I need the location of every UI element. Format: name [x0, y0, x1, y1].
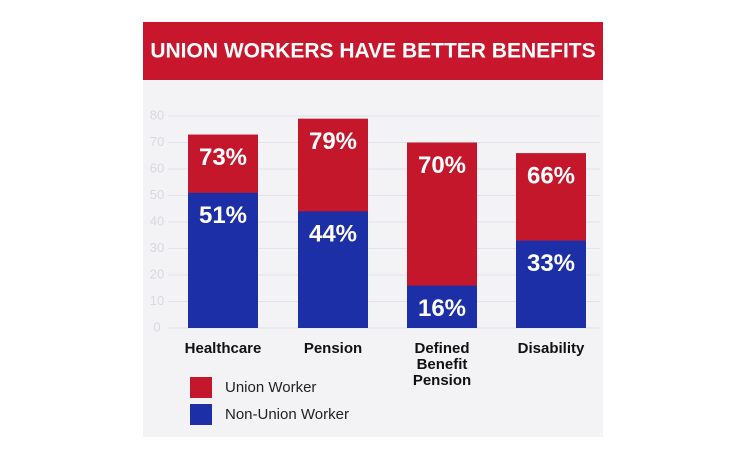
title-banner [143, 22, 603, 80]
y-tick-label: 70 [150, 134, 164, 149]
data-label: 51% [199, 202, 247, 229]
y-tick-label: 30 [150, 240, 164, 255]
y-tick-label: 50 [150, 187, 164, 202]
x-tick-label: Healthcare [184, 340, 262, 357]
data-label: 33% [527, 250, 575, 277]
x-tick-label: Defined Benefit Pension [412, 340, 472, 389]
legend-swatch [190, 404, 212, 425]
data-label: 70% [418, 152, 466, 179]
x-tick-label: Pension [303, 340, 363, 357]
y-tick-label: 80 [150, 107, 164, 122]
y-tick-label: 20 [150, 266, 164, 281]
y-tick-label: 0 [153, 319, 160, 334]
chart-title: UNION WORKERS HAVE BETTER BENEFITS [150, 40, 595, 63]
data-label: 66% [527, 162, 575, 189]
legend-label: Non-Union Worker [225, 406, 349, 423]
y-tick-label: 10 [150, 293, 164, 308]
data-label: 16% [418, 295, 466, 322]
y-tick-label: 40 [150, 213, 164, 228]
y-tick-label: 60 [150, 160, 164, 175]
bar [188, 192, 258, 328]
bar [407, 285, 477, 328]
bar [516, 240, 586, 328]
data-label: 73% [199, 144, 247, 171]
legend-swatch [190, 377, 212, 398]
x-tick-label: Disability [517, 340, 585, 357]
bar [298, 211, 368, 328]
legend-label: Union Worker [225, 379, 317, 396]
data-label: 44% [309, 221, 357, 248]
data-label: 79% [309, 128, 357, 155]
